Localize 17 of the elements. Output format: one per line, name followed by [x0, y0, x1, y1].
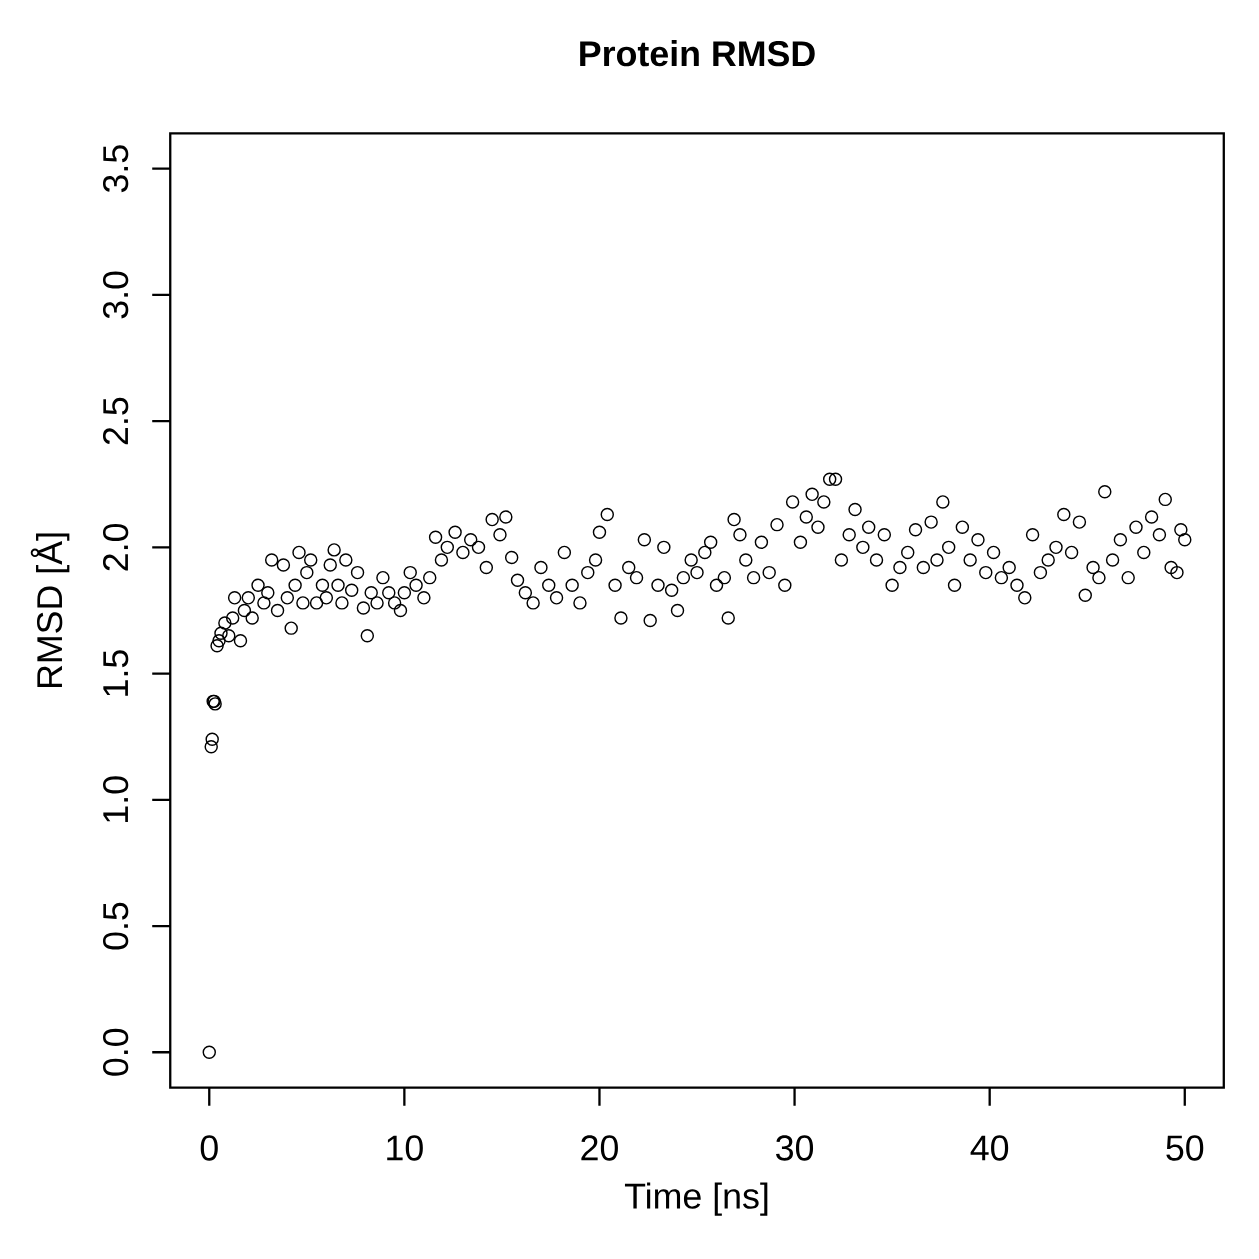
y-tick-label: 0.5: [102, 902, 129, 950]
y-tick-label: 1.5: [103, 650, 129, 696]
y-tick-label: 3.0: [102, 271, 129, 319]
x-tick-label: 40: [970, 1135, 1009, 1161]
x-tick-label: 30: [776, 1135, 814, 1161]
x-axis-title: Time [ns]: [624, 1182, 768, 1216]
x-tick-label: 0: [200, 1135, 218, 1161]
y-tick-label: 3.5: [102, 145, 129, 193]
y-axis-title: RMSD [Å]: [30, 533, 70, 688]
y-tick-label: 2.0: [102, 523, 129, 571]
y-tick-label: 1.0: [102, 776, 129, 822]
x-tick-label: 10: [387, 1135, 423, 1161]
x-tick-label: 20: [581, 1135, 618, 1161]
y-tick-label: 0.0: [102, 1028, 129, 1076]
y-tick-label: 2.5: [102, 397, 129, 445]
chart-title: Protein RMSD: [580, 40, 815, 67]
x-tick-label: 50: [1166, 1135, 1204, 1161]
